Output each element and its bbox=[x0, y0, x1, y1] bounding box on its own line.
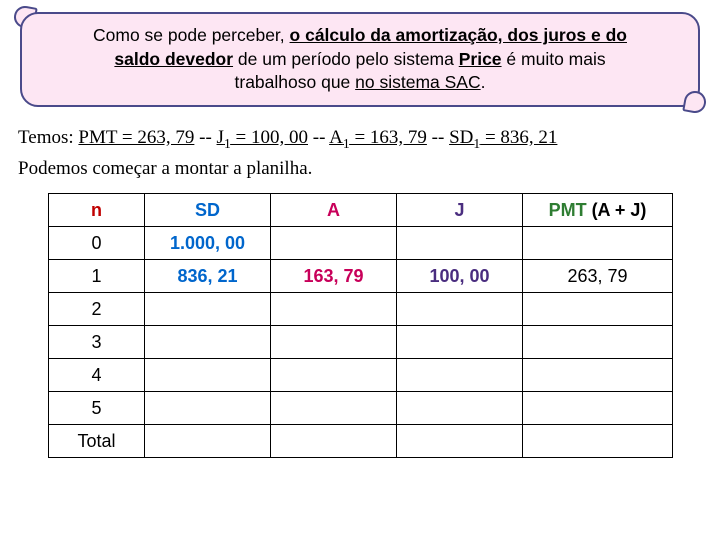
cell-sd bbox=[145, 425, 271, 458]
cell-pmt bbox=[523, 326, 673, 359]
table-header-row: n SD A J PMT (A + J) bbox=[49, 194, 673, 227]
pmt-value: PMT = 263, 79 bbox=[78, 127, 194, 148]
table-row: 5 bbox=[49, 392, 673, 425]
j1-value: J1 = 100, 00 bbox=[217, 127, 308, 148]
callout-text: é muito mais bbox=[502, 49, 606, 69]
cell-j bbox=[397, 359, 523, 392]
callout-text: de um período pelo sistema bbox=[233, 49, 459, 69]
col-header-sd: SD bbox=[145, 194, 271, 227]
sep: -- bbox=[308, 127, 329, 148]
cell-pmt bbox=[523, 425, 673, 458]
cell-a bbox=[271, 425, 397, 458]
callout-box: Como se pode perceber, o cálculo da amor… bbox=[20, 12, 700, 107]
cell-sd bbox=[145, 326, 271, 359]
sd1-value: SD1 = 836, 21 bbox=[449, 127, 557, 148]
cell-n: Total bbox=[49, 425, 145, 458]
sep: -- bbox=[194, 127, 216, 148]
col-header-j: J bbox=[397, 194, 523, 227]
table-row: 01.000, 00 bbox=[49, 227, 673, 260]
body-line2: Podemos começar a montar a planilha. bbox=[18, 158, 312, 179]
cell-sd bbox=[145, 359, 271, 392]
callout-underline: saldo devedor bbox=[114, 49, 233, 69]
cell-a: 163, 79 bbox=[271, 260, 397, 293]
cell-n: 5 bbox=[49, 392, 145, 425]
cell-pmt bbox=[523, 227, 673, 260]
cell-a bbox=[271, 392, 397, 425]
cell-pmt bbox=[523, 293, 673, 326]
col-header-a: A bbox=[271, 194, 397, 227]
cell-n: 1 bbox=[49, 260, 145, 293]
callout-text: trabalhoso que bbox=[235, 72, 356, 92]
table-row: 1836, 21163, 79100, 00263, 79 bbox=[49, 260, 673, 293]
body-paragraph: Temos: PMT = 263, 79 -- J1 = 100, 00 -- … bbox=[18, 123, 702, 183]
cell-j bbox=[397, 392, 523, 425]
table-row: 4 bbox=[49, 359, 673, 392]
cell-n: 3 bbox=[49, 326, 145, 359]
cell-sd: 1.000, 00 bbox=[145, 227, 271, 260]
cell-pmt: 263, 79 bbox=[523, 260, 673, 293]
table-row: 3 bbox=[49, 326, 673, 359]
cell-a bbox=[271, 227, 397, 260]
cell-sd bbox=[145, 392, 271, 425]
cell-n: 0 bbox=[49, 227, 145, 260]
callout-text: . bbox=[481, 72, 486, 92]
table-row: Total bbox=[49, 425, 673, 458]
cell-j bbox=[397, 293, 523, 326]
cell-a bbox=[271, 359, 397, 392]
cell-j bbox=[397, 425, 523, 458]
temos-label: Temos: bbox=[18, 127, 78, 148]
cell-n: 2 bbox=[49, 293, 145, 326]
col-header-n: n bbox=[49, 194, 145, 227]
cell-sd bbox=[145, 293, 271, 326]
cell-j bbox=[397, 326, 523, 359]
cell-sd: 836, 21 bbox=[145, 260, 271, 293]
cell-pmt bbox=[523, 392, 673, 425]
cell-a bbox=[271, 326, 397, 359]
cell-a bbox=[271, 293, 397, 326]
sep: -- bbox=[427, 127, 449, 148]
cell-pmt bbox=[523, 359, 673, 392]
callout-underline: Price bbox=[459, 49, 502, 69]
callout-container: Como se pode perceber, o cálculo da amor… bbox=[20, 12, 700, 107]
cell-n: 4 bbox=[49, 359, 145, 392]
callout-underline: no sistema SAC bbox=[355, 72, 480, 92]
cell-j bbox=[397, 227, 523, 260]
callout-underline: o cálculo da amortização, dos juros e do bbox=[290, 25, 627, 45]
cell-j: 100, 00 bbox=[397, 260, 523, 293]
a1-value: A1 = 163, 79 bbox=[329, 127, 427, 148]
amortization-table: n SD A J PMT (A + J) 01.000, 001836, 211… bbox=[48, 193, 673, 458]
table-row: 2 bbox=[49, 293, 673, 326]
callout-text: Como se pode perceber, bbox=[93, 25, 290, 45]
col-header-pmt: PMT (A + J) bbox=[523, 194, 673, 227]
